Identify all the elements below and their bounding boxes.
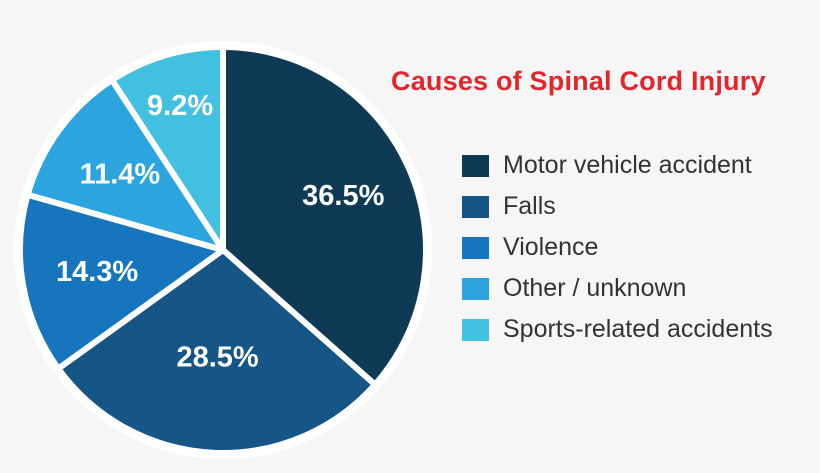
slice-value-label-motor-vehicle-accident: 36.5% (302, 180, 384, 212)
slice-value-label-sports-related-accidents: 9.2% (147, 90, 213, 122)
legend-swatch-other-unknown (462, 277, 489, 300)
legend-label-falls: Falls (503, 192, 556, 220)
chart-legend: Motor vehicle accident Falls Violence Other… (462, 152, 773, 357)
pie-slice-motor-vehicle-accident (220, 44, 429, 388)
legend-item-violence: Violence (462, 234, 773, 261)
legend-item-other-unknown: Other / unknown (462, 275, 773, 302)
chart-title: Causes of Spinal Cord Injury (391, 66, 766, 96)
slice-value-label-violence: 14.3% (56, 256, 138, 288)
pie-slice-falls (55, 247, 378, 456)
legend-swatch-sports-related-accidents (462, 318, 489, 341)
legend-item-motor-vehicle-accident: Motor vehicle accident (462, 152, 773, 179)
slice-value-label-other-unknown: 11.4% (80, 158, 161, 190)
legend-label-motor-vehicle-accident: Motor vehicle accident (503, 151, 752, 179)
pie-slice-sports-related-accidents (109, 44, 226, 253)
legend-label-other-unknown: Other / unknown (503, 274, 687, 302)
legend-label-violence: Violence (503, 233, 599, 261)
pie-chart: 36.5% 28.5% 14.3% 11.4% 9.2% (19, 44, 429, 456)
legend-label-sports-related-accidents: Sports-related accidents (503, 315, 773, 343)
legend-swatch-motor-vehicle-accident (462, 154, 489, 177)
slice-value-label-falls: 28.5% (176, 342, 258, 374)
legend-item-falls: Falls (462, 193, 773, 220)
legend-swatch-falls (462, 195, 489, 218)
legend-swatch-violence (462, 236, 489, 259)
pie-slice-other-unknown (24, 77, 226, 253)
legend-item-sports-related-accidents: Sports-related accidents (462, 316, 773, 343)
